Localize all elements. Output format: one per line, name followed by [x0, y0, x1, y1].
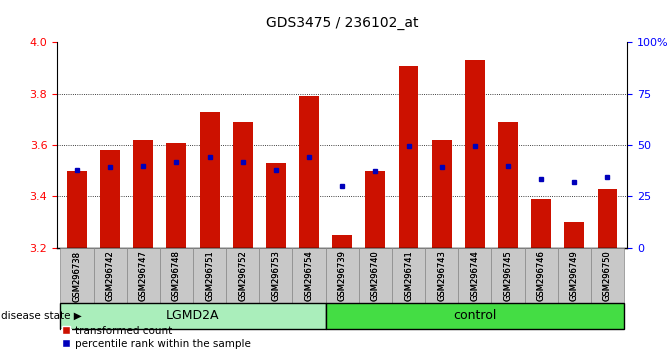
Text: GSM296743: GSM296743 [437, 251, 446, 301]
Text: GSM296754: GSM296754 [305, 251, 313, 301]
Text: GDS3475 / 236102_at: GDS3475 / 236102_at [266, 16, 419, 30]
Text: GSM296749: GSM296749 [570, 251, 579, 301]
FancyBboxPatch shape [293, 248, 325, 303]
Text: GSM296751: GSM296751 [205, 251, 214, 301]
Text: GSM296741: GSM296741 [404, 251, 413, 301]
FancyBboxPatch shape [359, 248, 392, 303]
Text: disease state ▶: disease state ▶ [1, 311, 82, 321]
Text: GSM296746: GSM296746 [537, 251, 546, 301]
FancyBboxPatch shape [525, 248, 558, 303]
Bar [399, 65, 419, 248]
FancyBboxPatch shape [591, 248, 624, 303]
Text: GSM296738: GSM296738 [72, 251, 81, 302]
FancyBboxPatch shape [491, 248, 525, 303]
FancyBboxPatch shape [127, 248, 160, 303]
Text: GSM296742: GSM296742 [105, 251, 115, 301]
Text: GSM296740: GSM296740 [371, 251, 380, 301]
Text: GSM296747: GSM296747 [139, 251, 148, 301]
FancyBboxPatch shape [458, 248, 491, 303]
Bar [134, 140, 153, 248]
FancyBboxPatch shape [226, 248, 259, 303]
Text: GSM296744: GSM296744 [470, 251, 479, 301]
Text: control: control [453, 309, 497, 322]
FancyBboxPatch shape [325, 248, 359, 303]
Text: GSM296746: GSM296746 [537, 251, 546, 301]
FancyBboxPatch shape [160, 248, 193, 303]
Legend: transformed count, percentile rank within the sample: transformed count, percentile rank withi… [62, 326, 250, 349]
Text: GSM296750: GSM296750 [603, 251, 612, 301]
Text: GSM296740: GSM296740 [371, 251, 380, 301]
Bar [266, 163, 286, 248]
Text: GSM296739: GSM296739 [338, 251, 347, 301]
Text: GSM296738: GSM296738 [72, 251, 81, 302]
Text: GSM296743: GSM296743 [437, 251, 446, 301]
FancyBboxPatch shape [60, 303, 325, 329]
Bar [67, 171, 87, 248]
Text: GSM296748: GSM296748 [172, 251, 181, 301]
Text: GSM296754: GSM296754 [305, 251, 313, 301]
Bar [233, 122, 253, 248]
Bar [564, 222, 584, 248]
Bar [498, 122, 518, 248]
Bar [598, 189, 617, 248]
Bar [332, 235, 352, 248]
FancyBboxPatch shape [60, 248, 93, 303]
FancyBboxPatch shape [392, 248, 425, 303]
Text: GSM296751: GSM296751 [205, 251, 214, 301]
Text: GSM296750: GSM296750 [603, 251, 612, 301]
Text: GSM296745: GSM296745 [503, 251, 513, 301]
FancyBboxPatch shape [259, 248, 293, 303]
FancyBboxPatch shape [425, 248, 458, 303]
Text: GSM296747: GSM296747 [139, 251, 148, 301]
Bar [431, 140, 452, 248]
Bar [531, 199, 551, 248]
Bar [200, 112, 219, 248]
FancyBboxPatch shape [558, 248, 591, 303]
FancyBboxPatch shape [193, 248, 226, 303]
Bar [166, 143, 187, 248]
Text: GSM296753: GSM296753 [271, 251, 280, 301]
Text: LGMD2A: LGMD2A [166, 309, 219, 322]
Text: GSM296739: GSM296739 [338, 251, 347, 301]
Bar [100, 150, 120, 248]
FancyBboxPatch shape [325, 303, 624, 329]
FancyBboxPatch shape [93, 248, 127, 303]
Bar [465, 61, 484, 248]
Text: GSM296748: GSM296748 [172, 251, 181, 301]
Text: GSM296752: GSM296752 [238, 251, 247, 301]
Text: GSM296752: GSM296752 [238, 251, 247, 301]
Text: GSM296753: GSM296753 [271, 251, 280, 301]
Text: GSM296742: GSM296742 [105, 251, 115, 301]
Bar [366, 171, 385, 248]
Text: GSM296741: GSM296741 [404, 251, 413, 301]
Bar [299, 96, 319, 248]
Text: GSM296749: GSM296749 [570, 251, 579, 301]
Text: GSM296745: GSM296745 [503, 251, 513, 301]
Text: GSM296744: GSM296744 [470, 251, 479, 301]
